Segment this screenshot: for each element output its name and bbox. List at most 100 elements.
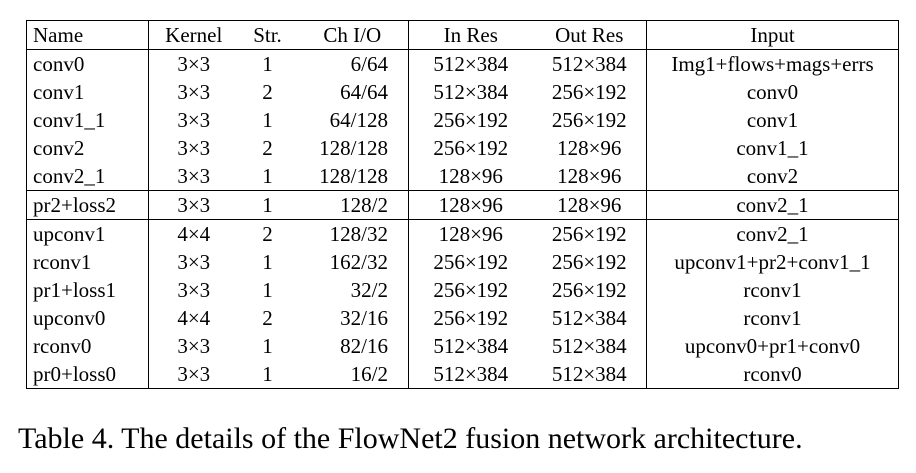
cell-out-res: 256×192 (532, 219, 647, 248)
cell-input: rconv1 (646, 304, 899, 332)
cell-kernel: 3×3 (148, 248, 239, 276)
cell-ch-io: 128/2 (296, 190, 409, 220)
cell-ch-io: 16/2 (296, 360, 409, 389)
cell-input: Img1+flows+mags+errs (646, 49, 899, 78)
header-ch-io: Ch I/O (296, 20, 409, 50)
architecture-table: Name Kernel Str. Ch I/O In Res Out Res I… (26, 20, 899, 389)
cell-stride: 1 (262, 249, 273, 274)
cell-ch-io: 6/64 (296, 49, 409, 78)
cell-name: conv2_1 (26, 162, 149, 191)
cell-input: conv0 (646, 78, 899, 106)
cell-out-res: 512×384 (532, 332, 647, 360)
table-row: pr1+loss1 3×3 1 32/2 256×192 256×192 rconv1 (26, 276, 899, 304)
cell-stride: 2 (262, 305, 273, 330)
cell-name: pr0+loss0 (26, 360, 149, 389)
architecture-table-container: Name Kernel Str. Ch I/O In Res Out Res I… (26, 20, 899, 389)
cell-name: rconv0 (26, 332, 149, 360)
cell-kernel: 3×3 (148, 332, 239, 360)
cell-name: pr2+loss2 (26, 190, 149, 220)
cell-stride: 1 (262, 163, 273, 188)
table-caption: Table 4. The details of the FlowNet2 fus… (18, 422, 803, 455)
cell-in-res: 512×384 (408, 332, 533, 360)
cell-ch-io: 128/32 (296, 219, 409, 248)
table-row: rconv0 3×3 1 82/16 512×384 512×384 upconv0+pr1… (26, 332, 899, 360)
header-name: Name (26, 20, 149, 50)
cell-kernel: 3×3 (148, 106, 239, 134)
cell-input: rconv1 (646, 276, 899, 304)
table-row: conv1 3×3 2 64/64 512×384 256×192 conv0 (26, 78, 899, 106)
table-row: upconv0 4×4 2 32/16 256×192 512×384 rconv1 (26, 304, 899, 332)
cell-kernel: 3×3 (148, 49, 239, 78)
cell-in-res: 128×96 (408, 219, 533, 248)
cell-out-res: 512×384 (532, 304, 647, 332)
cell-kernel: 4×4 (148, 304, 239, 332)
header-in-res: In Res (408, 20, 533, 50)
cell-out-res: 256×192 (532, 106, 647, 134)
header-input: Input (646, 20, 899, 50)
cell-ch-io: 32/16 (296, 304, 409, 332)
cell-out-res: 128×96 (532, 162, 647, 191)
cell-name: upconv0 (26, 304, 149, 332)
cell-out-res: 512×384 (532, 49, 647, 78)
cell-in-res: 256×192 (408, 304, 533, 332)
cell-ch-io: 64/128 (296, 106, 409, 134)
cell-out-res: 256×192 (532, 78, 647, 106)
cell-out-res: 256×192 (532, 276, 647, 304)
cell-name: conv1_1 (26, 106, 149, 134)
table-row: pr2+loss2 3×3 1 128/2 128×96 128×96 conv2_1 (26, 190, 899, 220)
cell-in-res: 256×192 (408, 134, 533, 162)
cell-kernel: 3×3 (148, 162, 239, 191)
cell-name: rconv1 (26, 248, 149, 276)
cell-stride: 1 (238, 360, 297, 389)
header-kernel: Kernel (148, 20, 239, 50)
header-stride: Str. (238, 20, 297, 50)
cell-input: conv2_1 (646, 190, 899, 220)
cell-ch-io: 128/128 (296, 162, 409, 191)
cell-input: rconv0 (646, 360, 899, 389)
table-row: conv0 3×3 1 6/64 512×384 512×384 Img1+flows+ma… (26, 49, 899, 78)
cell-kernel: 3×3 (148, 134, 239, 162)
cell-ch-io: 82/16 (296, 332, 409, 360)
cell-in-res: 256×192 (408, 248, 533, 276)
cell-in-res: 512×384 (408, 78, 533, 106)
header-row: Name Kernel Str. Ch I/O In Res Out Res I… (26, 20, 899, 50)
cell-out-res: 128×96 (532, 134, 647, 162)
cell-name: conv1 (26, 78, 149, 106)
cell-in-res: 512×384 (408, 360, 533, 389)
cell-ch-io: 128/128 (296, 134, 409, 162)
cell-input: upconv1+pr2+conv1_1 (646, 248, 899, 276)
cell-name: conv0 (26, 49, 149, 78)
table-row: rconv1 3×3 1 162/32 256×192 256×192 upconv1+pr… (26, 248, 899, 276)
cell-input: conv2 (646, 162, 899, 191)
cell-stride: 2 (238, 219, 297, 248)
cell-out-res: 256×192 (532, 248, 647, 276)
table-row: conv2 3×3 2 128/128 256×192 128×96 conv1_1 (26, 134, 899, 162)
cell-stride: 1 (262, 333, 273, 358)
cell-stride: 1 (262, 51, 273, 76)
cell-name: conv2 (26, 134, 149, 162)
cell-input: conv1 (646, 106, 899, 134)
cell-out-res: 128×96 (532, 190, 647, 220)
cell-in-res: 128×96 (408, 162, 533, 191)
cell-in-res: 128×96 (408, 190, 533, 220)
table-body: conv0 3×3 1 6/64 512×384 512×384 Img1+flows+ma… (26, 49, 899, 389)
cell-kernel: 3×3 (148, 78, 239, 106)
cell-kernel: 3×3 (148, 276, 239, 304)
table-row: upconv1 4×4 2 128/32 128×96 256×192 conv2_1 (26, 219, 899, 248)
cell-kernel: 3×3 (148, 360, 239, 389)
cell-name: pr1+loss1 (26, 276, 149, 304)
cell-in-res: 256×192 (408, 106, 533, 134)
cell-ch-io: 64/64 (296, 78, 409, 106)
cell-input: conv1_1 (646, 134, 899, 162)
cell-ch-io: 162/32 (296, 248, 409, 276)
cell-kernel: 4×4 (148, 219, 239, 248)
table-row: conv2_1 3×3 1 128/128 128×96 128×96 conv2 (26, 162, 899, 191)
cell-name: upconv1 (26, 219, 149, 248)
cell-out-res: 512×384 (532, 360, 647, 389)
cell-stride: 1 (262, 107, 273, 132)
cell-stride: 2 (262, 135, 273, 160)
cell-in-res: 256×192 (408, 276, 533, 304)
cell-stride: 2 (262, 79, 273, 104)
cell-stride: 1 (238, 190, 297, 220)
cell-kernel: 3×3 (148, 190, 239, 220)
